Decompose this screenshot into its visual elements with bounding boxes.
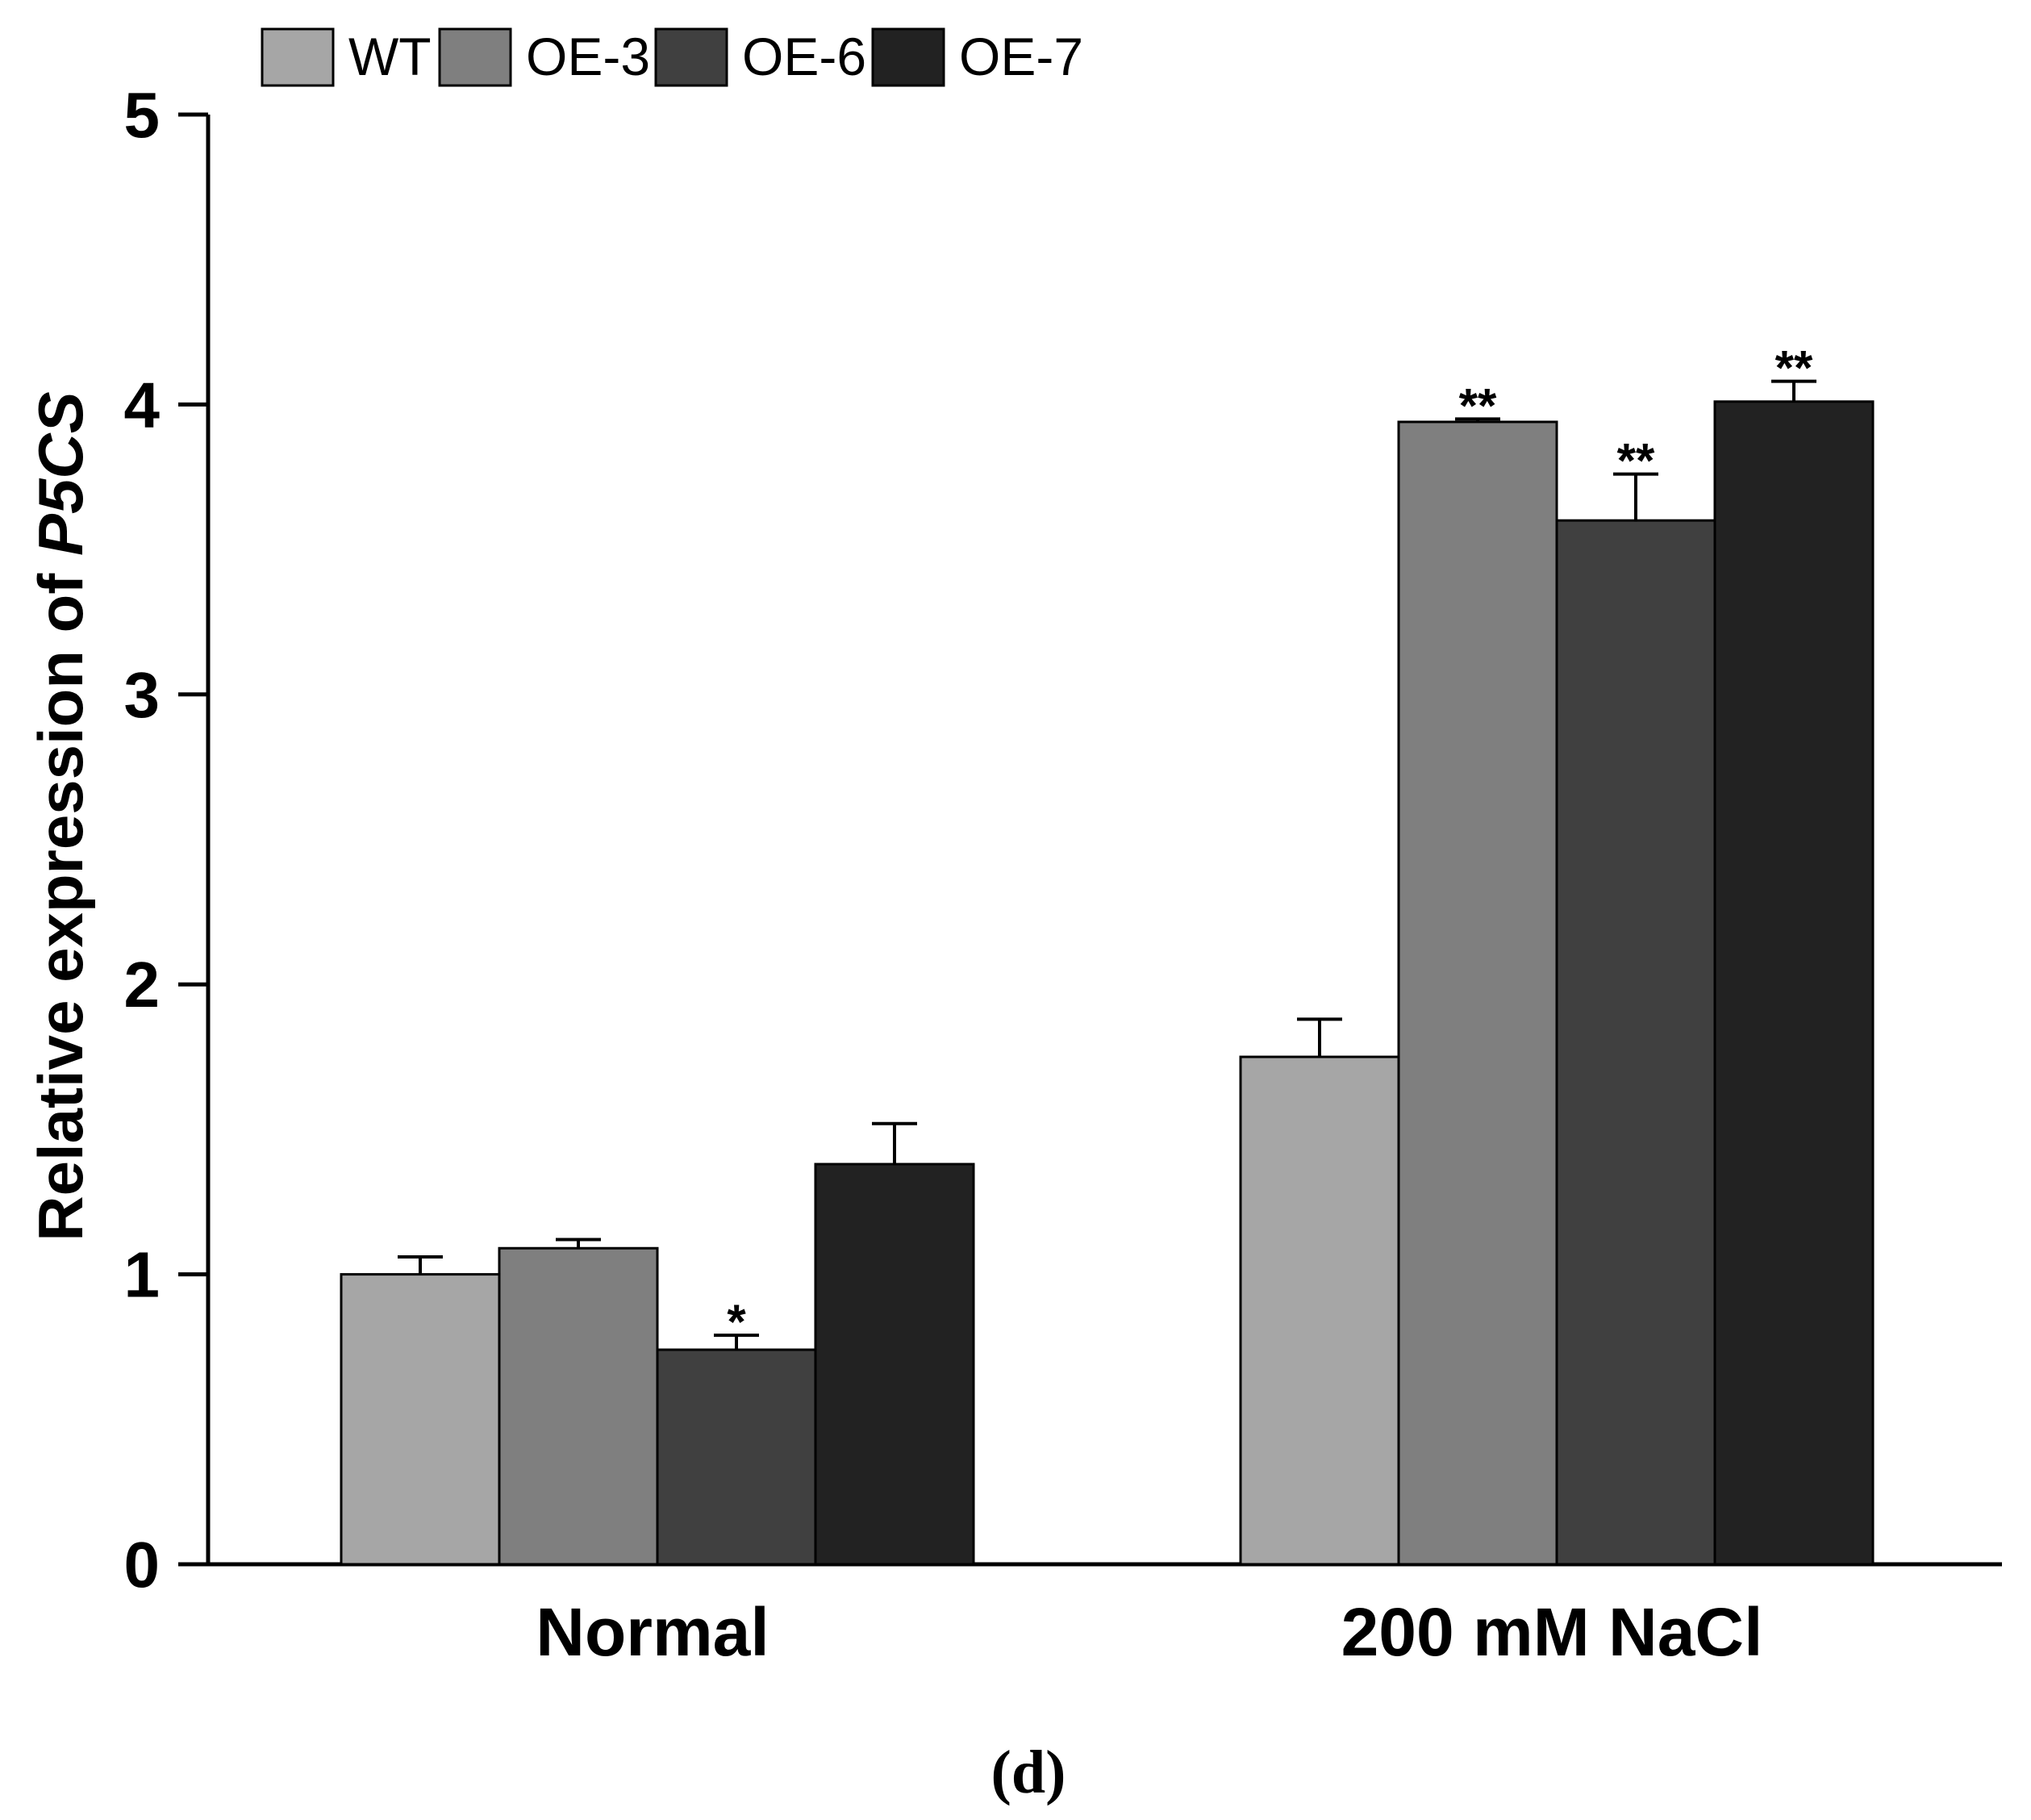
- bar: [498, 1246, 659, 1566]
- bar: [1555, 519, 1716, 1566]
- bar: [814, 1163, 975, 1566]
- y-axis-title: Relative expression of P5CS: [25, 391, 96, 1241]
- y-tick-label: 1: [124, 1239, 161, 1311]
- significance-marker: **: [1775, 341, 1813, 395]
- legend-label: OE-6: [742, 27, 866, 86]
- bar: [340, 1273, 501, 1566]
- figure-caption: (d): [991, 1739, 1066, 1806]
- legend: WT OE-3 OE-6 OE-7: [261, 27, 1083, 87]
- legend-swatch: [871, 27, 945, 87]
- legend-label: OE-3: [526, 27, 650, 86]
- y-ticks: 0 1 2 3 4 5: [124, 79, 208, 1601]
- legend-swatch: [438, 27, 512, 87]
- legend-label: OE-7: [959, 27, 1083, 86]
- y-tick-label: 5: [124, 79, 161, 151]
- significance-marker: **: [1459, 378, 1497, 432]
- x-category-label: 200 mM NaCl: [1341, 1594, 1763, 1670]
- y-tick-label: 0: [124, 1529, 161, 1601]
- legend-swatch: [654, 27, 728, 87]
- y-tick-label: 2: [124, 949, 161, 1021]
- legend-swatch: [261, 27, 335, 87]
- bars: *******: [340, 341, 1875, 1566]
- x-labels: Normal 200 mM NaCl: [536, 1594, 1762, 1670]
- significance-marker: *: [727, 1295, 746, 1349]
- bar: [1713, 400, 1875, 1566]
- y-tick-label: 4: [124, 369, 161, 440]
- bar: [1239, 1055, 1400, 1566]
- y-tick-label: 3: [124, 659, 161, 731]
- x-category-label: Normal: [536, 1594, 769, 1670]
- bar: [656, 1348, 817, 1566]
- significance-marker: **: [1617, 434, 1655, 488]
- bar: [1397, 420, 1558, 1566]
- legend-label: WT: [348, 27, 432, 86]
